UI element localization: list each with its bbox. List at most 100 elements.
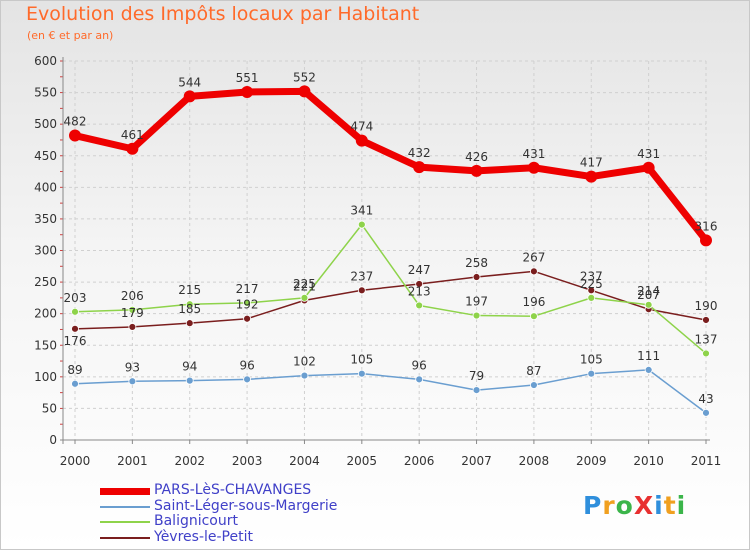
data-point (357, 286, 366, 295)
data-label: 192 (236, 298, 259, 312)
data-point (71, 307, 79, 316)
legend-label: Yèvres-le-Petit (154, 529, 253, 545)
data-label: 207 (637, 288, 660, 302)
data-point (243, 314, 251, 323)
x-tick-label: 2010 (633, 454, 664, 468)
data-point (355, 134, 368, 147)
y-tick-label: 450 (34, 149, 57, 163)
data-label: 196 (522, 295, 545, 309)
data-point (530, 381, 538, 389)
data-label: 96 (412, 358, 427, 372)
series-line-3 (74, 270, 707, 330)
y-tick-label: 150 (34, 338, 57, 352)
data-point (185, 376, 194, 385)
data-label: 432 (408, 146, 431, 160)
data-point (642, 161, 655, 174)
proxiti-logo: ProXiti (583, 491, 686, 520)
data-point (183, 90, 196, 103)
data-point (357, 369, 366, 378)
data-point (702, 316, 710, 324)
data-label: 43 (698, 392, 713, 406)
logo-letter: t (663, 491, 677, 520)
data-label: 258 (465, 256, 488, 270)
data-point (243, 299, 251, 307)
data-label: 105 (350, 353, 373, 367)
data-point (644, 300, 653, 309)
data-point (241, 85, 254, 98)
data-point (243, 375, 251, 384)
data-label: 203 (64, 291, 87, 305)
data-point (527, 161, 540, 174)
chart-title: Evolution des Impôts locaux par Habitant (26, 3, 420, 25)
data-label: 544 (178, 75, 201, 89)
data-label: 94 (182, 360, 197, 374)
x-tick-label: 2008 (519, 454, 550, 468)
legend-swatch (100, 537, 150, 539)
data-point (128, 323, 137, 331)
data-label: 190 (695, 299, 718, 313)
data-label: 417 (580, 156, 603, 170)
logo-letter: P (583, 491, 603, 520)
data-point (587, 369, 596, 378)
data-label: 213 (408, 284, 431, 298)
data-point (128, 305, 137, 314)
data-label: 206 (121, 289, 144, 303)
x-tick-label: 2001 (117, 454, 148, 468)
data-point (470, 164, 483, 177)
data-point (300, 293, 309, 302)
data-label: 96 (239, 358, 254, 372)
y-tick-label: 250 (34, 275, 57, 289)
x-tick-label: 2000 (60, 454, 91, 468)
data-label: 551 (236, 71, 259, 85)
data-label: 461 (121, 128, 144, 142)
x-tick-label: 2002 (174, 454, 205, 468)
data-point (71, 379, 79, 388)
legend-swatch (100, 521, 150, 523)
label-layer: 0 50 100 150 200 250 300 350 400 450 500 550 600 2000… (34, 54, 721, 468)
logo-letter: o (615, 491, 634, 520)
y-tick-label: 100 (34, 370, 57, 384)
data-point (185, 319, 194, 328)
x-tick-label: 2005 (347, 454, 378, 468)
data-label: 431 (637, 147, 660, 161)
data-label: 185 (178, 302, 201, 316)
data-point (700, 234, 712, 247)
data-point (415, 375, 424, 384)
data-label: 179 (121, 306, 144, 320)
data-label: 237 (350, 269, 373, 283)
data-label: 225 (293, 277, 316, 291)
data-point (585, 170, 598, 183)
series-line-1 (74, 369, 707, 414)
y-tick-label: 600 (34, 54, 57, 68)
data-label: 87 (526, 364, 541, 378)
data-point (472, 273, 481, 281)
grid-layer (63, 60, 707, 441)
data-point (472, 386, 481, 394)
y-tick-label: 550 (34, 86, 57, 100)
data-label: 137 (695, 332, 718, 346)
data-point (300, 371, 309, 380)
legend-swatch (100, 487, 150, 495)
y-tick-label: 400 (34, 180, 57, 194)
data-label: 225 (580, 277, 603, 291)
data-point (472, 311, 481, 320)
data-label: 215 (178, 283, 201, 297)
legend-swatch (100, 506, 150, 508)
data-label: 197 (465, 295, 488, 309)
logo-letter: i (676, 491, 687, 520)
data-label: 431 (522, 147, 545, 161)
axis-layer (60, 57, 710, 444)
series-line-2 (74, 223, 707, 355)
data-point (415, 280, 424, 288)
data-label: 89 (67, 363, 82, 377)
x-tick-label: 2003 (232, 454, 263, 468)
legend-label: PARS-LèS-CHAVANGES (154, 482, 312, 498)
data-label: 426 (465, 150, 488, 164)
data-point (298, 85, 311, 98)
data-label: 217 (236, 282, 259, 296)
data-label: 93 (125, 360, 140, 374)
data-label: 102 (293, 355, 316, 369)
y-tick-label: 300 (34, 244, 57, 258)
series-layer (69, 85, 712, 417)
